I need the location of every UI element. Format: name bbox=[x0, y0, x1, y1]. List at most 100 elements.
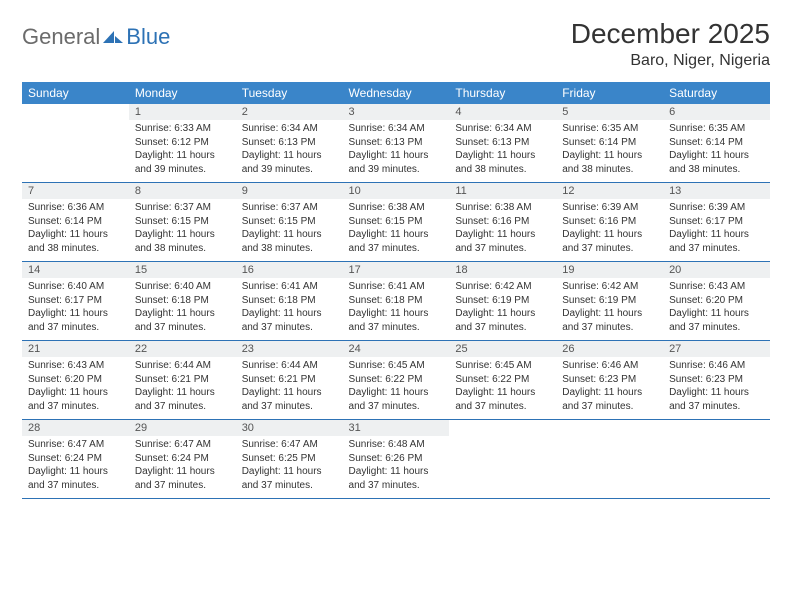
day-body: Sunrise: 6:35 AMSunset: 6:14 PMDaylight:… bbox=[663, 120, 770, 182]
calendar-day-cell: 10Sunrise: 6:38 AMSunset: 6:15 PMDayligh… bbox=[343, 183, 450, 262]
daylight-text: Daylight: 11 hours and 37 minutes. bbox=[669, 386, 764, 413]
daylight-text: Daylight: 11 hours and 38 minutes. bbox=[669, 149, 764, 176]
sunrise-text: Sunrise: 6:43 AM bbox=[28, 359, 123, 373]
day-number: 3 bbox=[343, 104, 450, 120]
calendar-day-cell: 5Sunrise: 6:35 AMSunset: 6:14 PMDaylight… bbox=[556, 104, 663, 183]
calendar-day-cell: 18Sunrise: 6:42 AMSunset: 6:19 PMDayligh… bbox=[449, 262, 556, 341]
sunrise-text: Sunrise: 6:43 AM bbox=[669, 280, 764, 294]
day-body: Sunrise: 6:37 AMSunset: 6:15 PMDaylight:… bbox=[129, 199, 236, 261]
sunrise-text: Sunrise: 6:33 AM bbox=[135, 122, 230, 136]
day-number: 25 bbox=[449, 341, 556, 357]
daylight-text: Daylight: 11 hours and 38 minutes. bbox=[242, 228, 337, 255]
day-number: 13 bbox=[663, 183, 770, 199]
calendar-day-cell: 15Sunrise: 6:40 AMSunset: 6:18 PMDayligh… bbox=[129, 262, 236, 341]
day-number: 28 bbox=[22, 420, 129, 436]
sunset-text: Sunset: 6:14 PM bbox=[669, 136, 764, 150]
day-body: Sunrise: 6:38 AMSunset: 6:15 PMDaylight:… bbox=[343, 199, 450, 261]
calendar-day-cell: 11Sunrise: 6:38 AMSunset: 6:16 PMDayligh… bbox=[449, 183, 556, 262]
sunset-text: Sunset: 6:17 PM bbox=[669, 215, 764, 229]
daylight-text: Daylight: 11 hours and 37 minutes. bbox=[455, 386, 550, 413]
sunset-text: Sunset: 6:24 PM bbox=[135, 452, 230, 466]
sunrise-text: Sunrise: 6:39 AM bbox=[562, 201, 657, 215]
calendar-day-cell: 21Sunrise: 6:43 AMSunset: 6:20 PMDayligh… bbox=[22, 341, 129, 420]
daylight-text: Daylight: 11 hours and 38 minutes. bbox=[28, 228, 123, 255]
day-number: 30 bbox=[236, 420, 343, 436]
calendar-day-cell: 27Sunrise: 6:46 AMSunset: 6:23 PMDayligh… bbox=[663, 341, 770, 420]
day-body: Sunrise: 6:38 AMSunset: 6:16 PMDaylight:… bbox=[449, 199, 556, 261]
day-number: 27 bbox=[663, 341, 770, 357]
day-body: Sunrise: 6:46 AMSunset: 6:23 PMDaylight:… bbox=[556, 357, 663, 419]
calendar-week-row: 1Sunrise: 6:33 AMSunset: 6:12 PMDaylight… bbox=[22, 104, 770, 183]
calendar-day-cell bbox=[22, 104, 129, 183]
calendar-week-row: 14Sunrise: 6:40 AMSunset: 6:17 PMDayligh… bbox=[22, 262, 770, 341]
day-number: 5 bbox=[556, 104, 663, 120]
daylight-text: Daylight: 11 hours and 37 minutes. bbox=[135, 307, 230, 334]
sunset-text: Sunset: 6:21 PM bbox=[135, 373, 230, 387]
calendar-day-cell bbox=[663, 420, 770, 499]
daylight-text: Daylight: 11 hours and 37 minutes. bbox=[349, 228, 444, 255]
calendar-day-cell: 23Sunrise: 6:44 AMSunset: 6:21 PMDayligh… bbox=[236, 341, 343, 420]
day-number: 10 bbox=[343, 183, 450, 199]
day-body: Sunrise: 6:39 AMSunset: 6:16 PMDaylight:… bbox=[556, 199, 663, 261]
weekday-header: Wednesday bbox=[343, 82, 450, 104]
calendar-day-cell: 12Sunrise: 6:39 AMSunset: 6:16 PMDayligh… bbox=[556, 183, 663, 262]
day-body: Sunrise: 6:47 AMSunset: 6:25 PMDaylight:… bbox=[236, 436, 343, 498]
sunset-text: Sunset: 6:14 PM bbox=[28, 215, 123, 229]
day-body: Sunrise: 6:42 AMSunset: 6:19 PMDaylight:… bbox=[556, 278, 663, 340]
daylight-text: Daylight: 11 hours and 37 minutes. bbox=[242, 465, 337, 492]
day-number: 2 bbox=[236, 104, 343, 120]
daylight-text: Daylight: 11 hours and 37 minutes. bbox=[562, 386, 657, 413]
day-body: Sunrise: 6:43 AMSunset: 6:20 PMDaylight:… bbox=[22, 357, 129, 419]
sunset-text: Sunset: 6:19 PM bbox=[562, 294, 657, 308]
day-body: Sunrise: 6:37 AMSunset: 6:15 PMDaylight:… bbox=[236, 199, 343, 261]
sunrise-text: Sunrise: 6:38 AM bbox=[455, 201, 550, 215]
weekday-header: Friday bbox=[556, 82, 663, 104]
calendar-day-cell bbox=[556, 420, 663, 499]
day-body: Sunrise: 6:41 AMSunset: 6:18 PMDaylight:… bbox=[236, 278, 343, 340]
daylight-text: Daylight: 11 hours and 37 minutes. bbox=[349, 386, 444, 413]
calendar-day-cell: 24Sunrise: 6:45 AMSunset: 6:22 PMDayligh… bbox=[343, 341, 450, 420]
daylight-text: Daylight: 11 hours and 37 minutes. bbox=[28, 386, 123, 413]
sunset-text: Sunset: 6:13 PM bbox=[349, 136, 444, 150]
day-number: 14 bbox=[22, 262, 129, 278]
sunrise-text: Sunrise: 6:37 AM bbox=[242, 201, 337, 215]
day-number: 11 bbox=[449, 183, 556, 199]
daylight-text: Daylight: 11 hours and 37 minutes. bbox=[135, 465, 230, 492]
calendar-day-cell: 25Sunrise: 6:45 AMSunset: 6:22 PMDayligh… bbox=[449, 341, 556, 420]
sunset-text: Sunset: 6:16 PM bbox=[562, 215, 657, 229]
sunrise-text: Sunrise: 6:41 AM bbox=[349, 280, 444, 294]
day-number: 19 bbox=[556, 262, 663, 278]
sunrise-text: Sunrise: 6:39 AM bbox=[669, 201, 764, 215]
daylight-text: Daylight: 11 hours and 37 minutes. bbox=[669, 228, 764, 255]
sunrise-text: Sunrise: 6:41 AM bbox=[242, 280, 337, 294]
sunset-text: Sunset: 6:17 PM bbox=[28, 294, 123, 308]
day-number: 9 bbox=[236, 183, 343, 199]
daylight-text: Daylight: 11 hours and 37 minutes. bbox=[349, 307, 444, 334]
day-body: Sunrise: 6:48 AMSunset: 6:26 PMDaylight:… bbox=[343, 436, 450, 498]
day-body: Sunrise: 6:47 AMSunset: 6:24 PMDaylight:… bbox=[129, 436, 236, 498]
day-body: Sunrise: 6:45 AMSunset: 6:22 PMDaylight:… bbox=[449, 357, 556, 419]
daylight-text: Daylight: 11 hours and 37 minutes. bbox=[455, 228, 550, 255]
sunset-text: Sunset: 6:18 PM bbox=[349, 294, 444, 308]
calendar-day-cell: 29Sunrise: 6:47 AMSunset: 6:24 PMDayligh… bbox=[129, 420, 236, 499]
day-body bbox=[663, 424, 770, 482]
sunrise-text: Sunrise: 6:47 AM bbox=[242, 438, 337, 452]
day-number: 20 bbox=[663, 262, 770, 278]
day-body: Sunrise: 6:42 AMSunset: 6:19 PMDaylight:… bbox=[449, 278, 556, 340]
daylight-text: Daylight: 11 hours and 39 minutes. bbox=[242, 149, 337, 176]
daylight-text: Daylight: 11 hours and 39 minutes. bbox=[349, 149, 444, 176]
sunrise-text: Sunrise: 6:44 AM bbox=[242, 359, 337, 373]
daylight-text: Daylight: 11 hours and 37 minutes. bbox=[669, 307, 764, 334]
calendar-body: 1Sunrise: 6:33 AMSunset: 6:12 PMDaylight… bbox=[22, 104, 770, 499]
sunset-text: Sunset: 6:16 PM bbox=[455, 215, 550, 229]
logo-text-general: General bbox=[22, 24, 100, 50]
day-number: 17 bbox=[343, 262, 450, 278]
day-body: Sunrise: 6:47 AMSunset: 6:24 PMDaylight:… bbox=[22, 436, 129, 498]
day-body: Sunrise: 6:40 AMSunset: 6:17 PMDaylight:… bbox=[22, 278, 129, 340]
sunset-text: Sunset: 6:15 PM bbox=[349, 215, 444, 229]
calendar-day-cell: 8Sunrise: 6:37 AMSunset: 6:15 PMDaylight… bbox=[129, 183, 236, 262]
day-body: Sunrise: 6:43 AMSunset: 6:20 PMDaylight:… bbox=[663, 278, 770, 340]
day-body: Sunrise: 6:44 AMSunset: 6:21 PMDaylight:… bbox=[129, 357, 236, 419]
sunset-text: Sunset: 6:25 PM bbox=[242, 452, 337, 466]
sunset-text: Sunset: 6:21 PM bbox=[242, 373, 337, 387]
